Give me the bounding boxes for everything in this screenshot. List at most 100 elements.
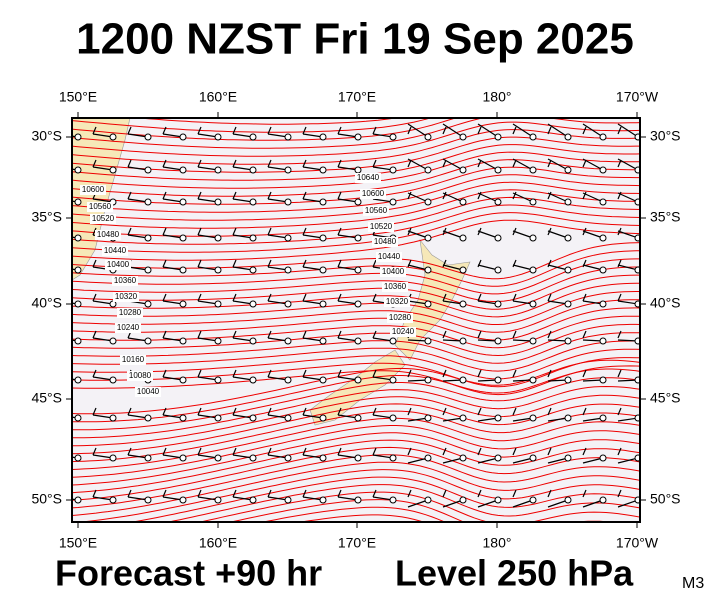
station-dot xyxy=(389,198,397,206)
station-dot xyxy=(179,198,187,206)
contour-line xyxy=(298,514,425,522)
station-dot xyxy=(354,234,362,242)
contour-label: 10400 xyxy=(107,260,130,269)
station-dot xyxy=(249,166,257,174)
barb-flag xyxy=(302,159,307,168)
barb-flag xyxy=(512,447,517,456)
contour-label: 10440 xyxy=(104,246,127,255)
station-dot xyxy=(424,496,432,504)
barb-flag xyxy=(162,227,167,236)
barb-flag xyxy=(232,159,237,168)
barb-flag xyxy=(512,293,517,302)
barb-flag xyxy=(302,126,307,135)
barb-flag xyxy=(267,191,272,200)
station-dot xyxy=(354,300,362,308)
barb-staff xyxy=(512,499,534,508)
station-dot xyxy=(214,133,222,141)
contour-label-box xyxy=(360,189,386,199)
barb-flag xyxy=(58,192,61,199)
contour-label: 10640 xyxy=(357,173,380,182)
station-dot xyxy=(319,198,327,206)
barb-flag xyxy=(407,191,412,200)
barb-flag xyxy=(337,227,342,236)
barb-staff xyxy=(512,192,534,203)
title: 1200 NZST Fri 19 Sep 2025 xyxy=(76,15,634,64)
contour-label-box xyxy=(380,267,406,277)
barb-staff xyxy=(547,230,569,239)
barb-flag xyxy=(127,407,132,416)
station-dot xyxy=(284,376,292,384)
contour-line xyxy=(72,348,640,380)
barb-flag xyxy=(337,126,342,135)
station-dot xyxy=(564,376,572,384)
station-dot xyxy=(634,234,640,242)
barb-flag xyxy=(617,126,622,135)
contour-label-box xyxy=(87,202,113,212)
barb-flag xyxy=(547,330,552,339)
station-dot xyxy=(599,496,607,504)
contour-line xyxy=(72,403,640,455)
footer-code: M3 xyxy=(682,575,704,592)
contour-label-box xyxy=(112,276,138,286)
barb-flag xyxy=(442,407,447,416)
contour-label-box xyxy=(120,355,146,365)
barb-staff xyxy=(547,499,569,508)
barb-flag xyxy=(92,369,97,378)
station-dot xyxy=(354,414,362,422)
station-dot xyxy=(529,234,537,242)
lat-label-right: 30°S xyxy=(650,128,681,144)
station-dot xyxy=(179,234,187,242)
contour-line xyxy=(72,439,640,494)
barb-flag xyxy=(442,447,447,456)
contour-label: 10480 xyxy=(374,237,397,246)
station-dot xyxy=(494,266,502,274)
station-dot xyxy=(529,496,537,504)
station-dot xyxy=(144,454,152,462)
barb-staff xyxy=(582,499,604,508)
station-dot xyxy=(529,337,537,345)
station-dot xyxy=(179,376,187,384)
contour-label-box xyxy=(382,282,408,292)
station-dot xyxy=(494,376,502,384)
station-dot xyxy=(529,454,537,462)
station-dot xyxy=(179,414,187,422)
lat-label-right: 35°S xyxy=(650,209,681,225)
barb-flag xyxy=(197,330,202,339)
station-dot xyxy=(634,454,640,462)
barb-flag xyxy=(302,227,307,236)
barb-flag xyxy=(232,369,237,378)
station-dot xyxy=(354,166,362,174)
station-dot xyxy=(529,198,537,206)
station-dot xyxy=(494,454,502,462)
station-dot xyxy=(179,337,187,345)
station-dot xyxy=(284,300,292,308)
contour-label-box xyxy=(95,230,121,240)
contours xyxy=(72,118,640,522)
contour-label: 10040 xyxy=(137,387,160,396)
lat-label-left: 50°S xyxy=(31,491,62,507)
barb-flag xyxy=(477,489,482,498)
contour-label: 10600 xyxy=(362,189,385,198)
station-dot xyxy=(599,414,607,422)
station-dot xyxy=(564,337,572,345)
station-dot xyxy=(214,454,222,462)
station-dot xyxy=(529,300,537,308)
contour-label: 10480 xyxy=(97,230,120,239)
barb-flag xyxy=(582,407,587,416)
barb-flag xyxy=(127,227,132,236)
station-dot xyxy=(249,266,257,274)
station-dot xyxy=(319,300,327,308)
barb-flag xyxy=(512,407,517,416)
station-dot xyxy=(494,414,502,422)
contour-line xyxy=(72,385,640,439)
contour-label-box xyxy=(135,387,161,397)
contour-line xyxy=(72,323,640,357)
barb-staff xyxy=(442,123,464,138)
barb-flag xyxy=(582,293,587,302)
station-dot xyxy=(179,133,187,141)
barb-flag xyxy=(232,191,237,200)
station-dot xyxy=(74,337,82,345)
contour-line xyxy=(72,307,640,341)
station-dot xyxy=(634,414,640,422)
